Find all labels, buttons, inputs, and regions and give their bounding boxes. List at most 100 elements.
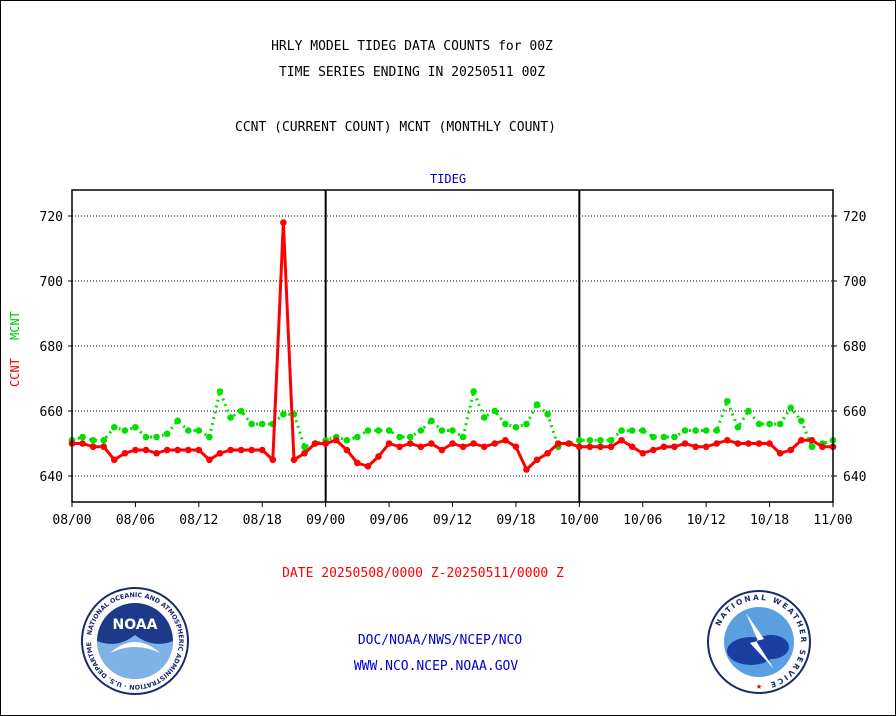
data-point-ccnt — [808, 436, 816, 444]
y-tick-label-right: 660 — [843, 405, 866, 420]
data-point-ccnt — [248, 446, 255, 454]
legend-description: CCNT (CURRENT COUNT) MCNT (MONTHLY COUNT… — [235, 120, 556, 135]
data-point-mcnt — [692, 427, 699, 434]
data-point-mcnt — [206, 433, 213, 441]
data-point-ccnt — [132, 446, 139, 454]
data-point-mcnt — [417, 427, 425, 434]
data-point-ccnt — [258, 446, 266, 454]
data-point-mcnt — [491, 407, 499, 415]
chart-title-line1: HRLY MODEL TIDEG DATA COUNTS for 00Z — [271, 39, 553, 54]
data-point-mcnt — [301, 443, 308, 451]
data-point-ccnt — [724, 436, 731, 444]
data-point-ccnt — [406, 440, 414, 447]
data-point-mcnt — [681, 427, 689, 434]
data-point-ccnt — [565, 440, 573, 447]
data-point-ccnt — [597, 443, 604, 451]
data-point-mcnt — [797, 417, 805, 425]
data-point-ccnt — [776, 449, 784, 457]
data-point-mcnt — [438, 427, 446, 434]
x-tick-label: 09/18 — [496, 513, 535, 528]
data-point-mcnt — [174, 417, 181, 425]
data-point-mcnt — [385, 427, 393, 434]
data-point-ccnt — [618, 436, 625, 444]
data-point-mcnt — [533, 401, 541, 408]
series-line-mcnt — [71, 390, 834, 449]
data-point-ccnt — [322, 440, 329, 447]
noaa-logo: NOAA NATIONAL OCEANIC AND ATMOSPHERIC AD… — [80, 587, 189, 695]
x-tick-label: 08/00 — [52, 513, 91, 528]
data-point-ccnt — [121, 449, 129, 457]
data-point-ccnt — [269, 456, 277, 464]
nws-logo: NATIONAL WEATHER SERVICE ★ — [707, 590, 811, 694]
data-point-ccnt — [533, 456, 541, 464]
data-point-mcnt — [480, 414, 488, 421]
data-point-ccnt — [554, 440, 562, 447]
data-point-mcnt — [618, 427, 625, 434]
data-point-mcnt — [745, 407, 752, 415]
data-point-ccnt — [89, 443, 97, 451]
data-point-mcnt — [216, 388, 224, 395]
data-point-mcnt — [237, 407, 245, 415]
plot-frame — [71, 189, 834, 503]
x-tick-label: 09/12 — [433, 513, 472, 528]
data-point-mcnt — [248, 420, 255, 428]
data-point-ccnt — [734, 440, 742, 447]
data-point-ccnt — [607, 443, 615, 451]
data-point-ccnt — [375, 453, 382, 460]
data-point-mcnt — [132, 423, 139, 431]
data-point-mcnt — [406, 433, 414, 441]
data-point-mcnt — [195, 427, 203, 434]
data-point-ccnt — [502, 436, 509, 444]
data-point-ccnt — [290, 456, 298, 464]
data-point-ccnt — [438, 446, 446, 454]
data-point-ccnt — [512, 443, 520, 451]
data-point-ccnt — [692, 443, 699, 451]
data-point-mcnt — [671, 433, 678, 441]
data-point-ccnt — [470, 440, 477, 447]
data-point-mcnt — [343, 436, 351, 444]
data-point-mcnt — [354, 433, 361, 441]
data-point-mcnt — [607, 436, 615, 444]
x-tick-label: 08/18 — [243, 513, 282, 528]
data-point-mcnt — [628, 427, 636, 434]
x-tick-label: 10/06 — [623, 513, 662, 528]
data-point-mcnt — [776, 420, 784, 428]
data-point-mcnt — [544, 410, 551, 418]
data-point-mcnt — [79, 433, 86, 441]
data-point-mcnt — [110, 423, 118, 431]
website-link[interactable]: WWW.NCO.NCEP.NOAA.GOV — [353, 659, 519, 674]
data-point-ccnt — [343, 446, 351, 454]
doc-path-link[interactable]: DOC/NOAA/NWS/NCEP/NCO — [357, 633, 523, 648]
data-point-mcnt — [89, 436, 97, 444]
data-point-ccnt — [428, 440, 435, 447]
data-point-ccnt — [681, 440, 689, 447]
data-point-mcnt — [428, 417, 435, 425]
data-point-mcnt — [576, 436, 583, 444]
data-point-ccnt — [385, 440, 393, 447]
data-point-mcnt — [100, 436, 108, 444]
data-point-ccnt — [745, 440, 752, 447]
data-point-mcnt — [713, 427, 721, 434]
data-point-ccnt — [459, 443, 467, 451]
data-point-mcnt — [375, 427, 382, 434]
axis-layer: 640 640 660 660 680 680 700 700 720 720 08/00 08/06… — [40, 189, 866, 528]
noaa-center-text: NOAA — [113, 617, 158, 633]
data-point-ccnt — [237, 446, 245, 454]
data-point-ccnt — [480, 443, 488, 451]
data-point-mcnt — [258, 420, 266, 428]
data-point-ccnt — [650, 446, 657, 454]
y-tick-label-left: 720 — [40, 210, 63, 225]
y-tick-label-right: 680 — [843, 340, 866, 355]
data-point-mcnt — [121, 427, 129, 434]
data-point-ccnt — [523, 466, 530, 473]
data-point-mcnt — [512, 423, 520, 431]
x-tick-label: 09/00 — [306, 513, 345, 528]
data-point-ccnt — [702, 443, 710, 451]
data-point-ccnt — [544, 449, 551, 457]
chart-title-line2: TIME SERIES ENDING IN 20250511 00Z — [278, 65, 546, 80]
data-point-mcnt — [755, 420, 763, 428]
data-point-mcnt — [808, 443, 816, 451]
data-point-ccnt — [195, 446, 203, 454]
data-point-mcnt — [280, 410, 287, 418]
